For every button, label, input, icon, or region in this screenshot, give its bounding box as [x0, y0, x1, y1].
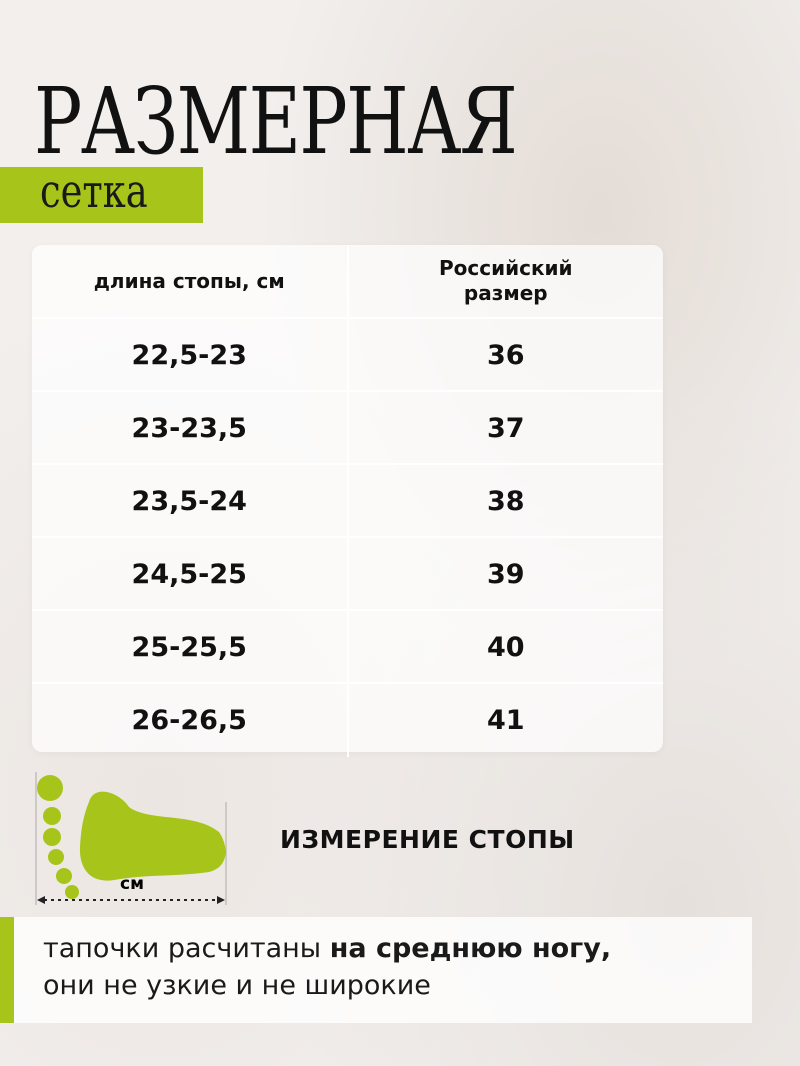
table-row: 25-25,5 40	[32, 609, 663, 684]
foot-length-cell: 23-23,5	[32, 392, 349, 465]
russian-size-cell: 41	[486, 705, 525, 736]
note-text: тапочки расчитаны на среднюю ногу, они н…	[43, 930, 611, 1004]
note-bold: на среднюю ногу,	[329, 933, 612, 964]
foot-length-cell: 22,5-23	[32, 319, 349, 392]
header-russian-size-label: Российский размер	[438, 256, 573, 305]
russian-size-cell: 39	[486, 559, 525, 590]
table-row: 26-26,5 41	[32, 682, 663, 757]
table-row: 24,5-25 39	[32, 536, 663, 611]
russian-size-cell: 40	[486, 632, 525, 663]
note-box: тапочки расчитаны на среднюю ногу, они н…	[0, 917, 752, 1023]
page-title: РАЗМЕРНАЯ	[34, 68, 518, 175]
header-foot-length: длина стопы, см	[32, 245, 349, 317]
foot-icon: см	[35, 772, 227, 905]
foot-length-cell: 25-25,5	[32, 611, 349, 684]
subtitle-highlight	[0, 167, 203, 223]
foot-length-cell: 26-26,5	[32, 684, 349, 757]
size-table: длина стопы, см Российский размер 22,5-2…	[32, 245, 663, 757]
header-russian-size: Российский размер	[349, 245, 664, 317]
foot-length-cell: 23,5-24	[32, 465, 349, 538]
note-line2: они не узкие и не широкие	[43, 970, 431, 1001]
table-row: 23,5-24 38	[32, 463, 663, 538]
russian-size-cell: 37	[486, 413, 525, 444]
russian-size-cell: 38	[486, 486, 525, 517]
table-row: 22,5-23 36	[32, 317, 663, 392]
page-subtitle: сетка	[40, 164, 148, 218]
measure-label: ИЗМЕРЕНИЕ СТОПЫ	[280, 825, 575, 854]
table-header-row: длина стопы, см Российский размер	[32, 245, 663, 317]
table-row: 23-23,5 37	[32, 390, 663, 465]
unit-label: см	[120, 874, 144, 894]
russian-size-cell: 36	[486, 340, 525, 371]
foot-length-cell: 24,5-25	[32, 538, 349, 611]
note-accent-bar	[0, 917, 14, 1023]
note-regular: тапочки расчитаны	[43, 933, 330, 964]
